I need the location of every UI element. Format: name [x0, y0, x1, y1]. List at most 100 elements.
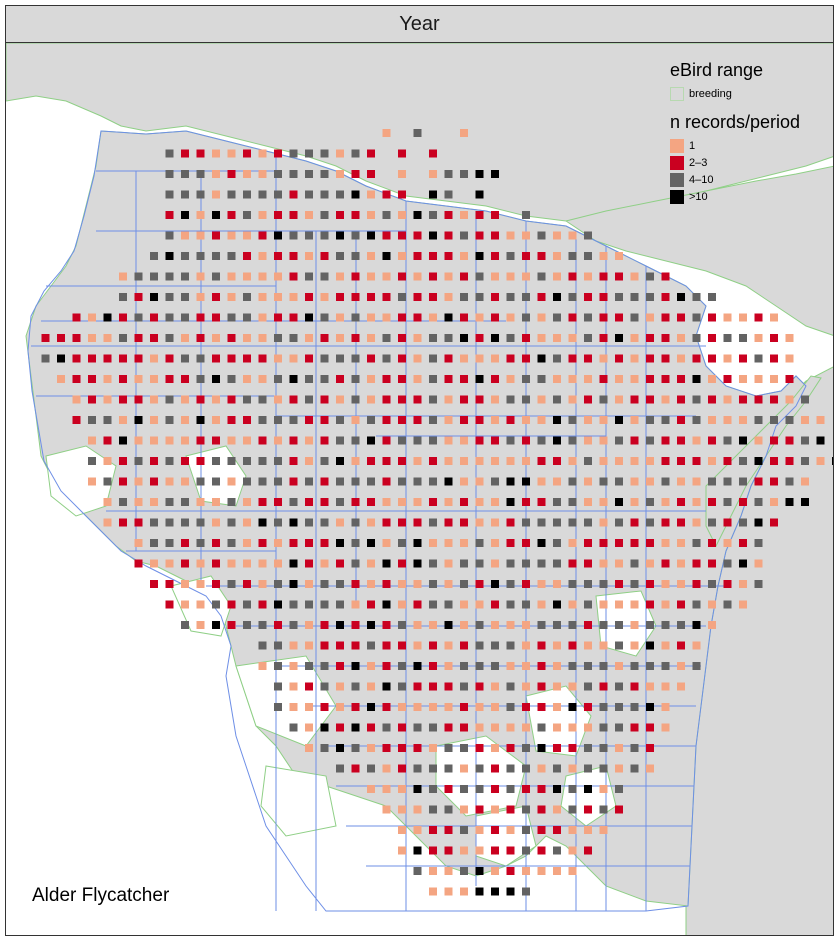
record-square — [320, 190, 329, 199]
record-square — [568, 785, 577, 793]
record-square — [150, 272, 158, 281]
record-square — [289, 170, 298, 178]
record-square — [103, 498, 112, 506]
record-square — [599, 477, 608, 486]
record-square — [444, 395, 453, 404]
record-square — [243, 149, 251, 158]
record-square — [320, 477, 329, 486]
record-square — [491, 682, 499, 691]
record-square — [336, 559, 344, 568]
record-square — [165, 395, 174, 404]
record-square — [212, 477, 220, 486]
record-square — [568, 416, 577, 424]
record-square — [584, 252, 592, 260]
record-square — [537, 662, 546, 670]
record-square — [72, 354, 81, 363]
record-square — [382, 272, 391, 281]
record-square — [770, 375, 778, 383]
record-square — [646, 723, 654, 732]
record-square — [243, 559, 251, 568]
record-square — [398, 416, 406, 424]
record-square — [444, 887, 453, 896]
record-square — [243, 600, 251, 609]
record-square — [289, 252, 298, 260]
record-square — [646, 744, 654, 752]
record-square — [320, 252, 329, 260]
legend-range-swatch — [670, 86, 684, 101]
record-square — [677, 354, 685, 363]
record-square — [584, 662, 592, 670]
record-square — [537, 703, 546, 711]
record-square — [196, 231, 205, 240]
record-square — [413, 764, 422, 773]
record-square — [615, 723, 623, 732]
record-square — [103, 334, 112, 342]
record-square — [227, 354, 236, 363]
record-square — [305, 231, 313, 240]
record-square — [382, 559, 391, 568]
record-square — [320, 539, 329, 547]
record-square — [506, 395, 515, 404]
record-square — [677, 477, 685, 486]
record-square — [677, 498, 685, 506]
record-square — [351, 190, 360, 199]
record-square — [584, 846, 592, 855]
record-square — [661, 395, 670, 404]
record-square — [398, 170, 406, 178]
record-square — [243, 252, 251, 260]
record-square — [506, 539, 515, 547]
record-square — [599, 703, 608, 711]
record-square — [599, 785, 608, 793]
record-square — [289, 395, 298, 404]
record-square — [630, 313, 639, 322]
record-square — [599, 518, 608, 527]
record-square — [770, 457, 778, 465]
record-square — [243, 190, 251, 199]
record-square — [739, 375, 747, 383]
record-square — [506, 703, 515, 711]
record-square — [243, 498, 251, 506]
record-square — [413, 559, 422, 568]
record-square — [320, 744, 329, 752]
record-square — [584, 293, 592, 301]
record-square — [274, 313, 282, 322]
record-square — [630, 682, 639, 691]
record-square — [630, 580, 639, 588]
record-square — [522, 826, 530, 834]
record-square — [367, 457, 375, 465]
record-square — [429, 272, 437, 281]
record-square — [506, 600, 515, 609]
record-square — [506, 272, 515, 281]
record-square — [646, 313, 654, 322]
record-square — [754, 354, 763, 363]
record-square — [708, 621, 716, 629]
record-square — [739, 580, 747, 588]
record-square — [491, 826, 499, 834]
record-square — [475, 211, 484, 219]
record-square — [196, 170, 205, 178]
record-square — [150, 252, 158, 260]
record-square — [351, 272, 360, 281]
record-square — [692, 600, 701, 609]
record-square — [398, 744, 406, 752]
record-square — [398, 846, 406, 855]
record-square — [615, 641, 623, 650]
record-square — [429, 375, 437, 383]
record-square — [491, 805, 499, 814]
record-square — [382, 785, 391, 793]
record-square — [289, 498, 298, 506]
record-square — [429, 518, 437, 527]
record-square — [491, 170, 499, 178]
record-square — [413, 313, 422, 322]
record-square — [150, 375, 158, 383]
record-square — [553, 703, 561, 711]
record-square — [460, 436, 468, 445]
record-square — [568, 621, 577, 629]
record-square — [444, 252, 453, 260]
record-square — [568, 867, 577, 875]
record-square — [212, 621, 220, 629]
wisconsin-map — [6, 6, 833, 935]
record-square — [351, 231, 360, 240]
record-square — [522, 313, 530, 322]
record-square — [305, 313, 313, 322]
